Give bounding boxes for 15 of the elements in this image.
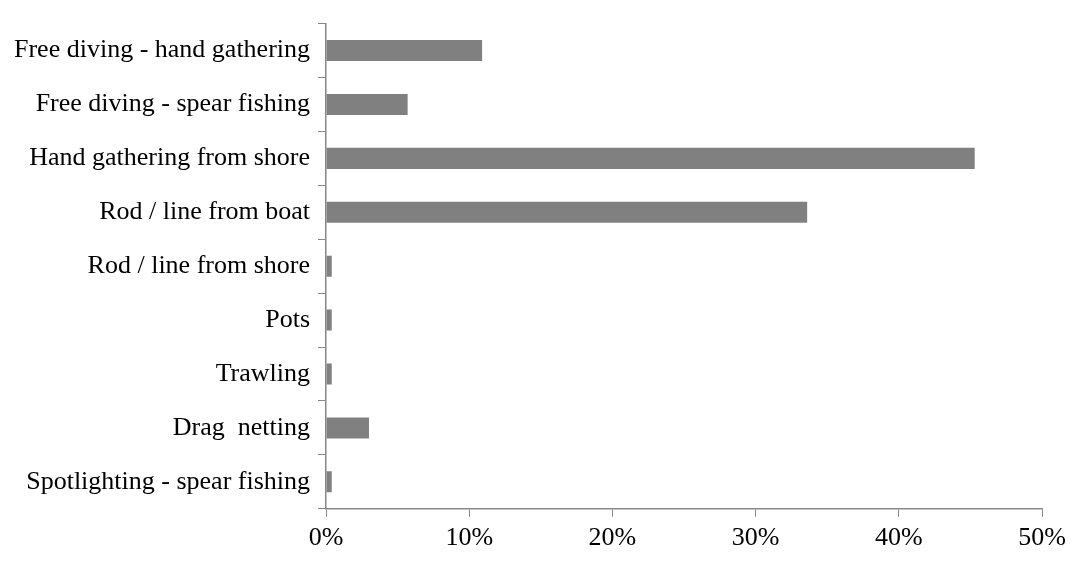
y-tick-label: Pots (265, 303, 311, 333)
y-tick-label: Rod / line from boat (99, 196, 311, 226)
x-tick-label: 0% (308, 522, 344, 552)
y-tick-label: Trawling (215, 357, 311, 387)
x-tick-label: 50% (1018, 522, 1066, 552)
x-tick-label: 20% (588, 522, 637, 552)
x-tick-label: 10% (445, 522, 494, 552)
x-tick-label: 30% (731, 522, 780, 552)
y-tick-label: Rod / line from shore (87, 250, 311, 280)
y-tick-label: Hand gathering from shore (29, 142, 311, 172)
y-tick-label: Free diving - spear fishing (35, 88, 311, 118)
y-tick-label: Drag netting (172, 411, 311, 441)
y-tick-label: Free diving - hand gathering (14, 34, 311, 64)
x-tick-label: 40% (874, 522, 923, 552)
y-tick-label: Spotlighting - spear fishing (26, 465, 311, 495)
